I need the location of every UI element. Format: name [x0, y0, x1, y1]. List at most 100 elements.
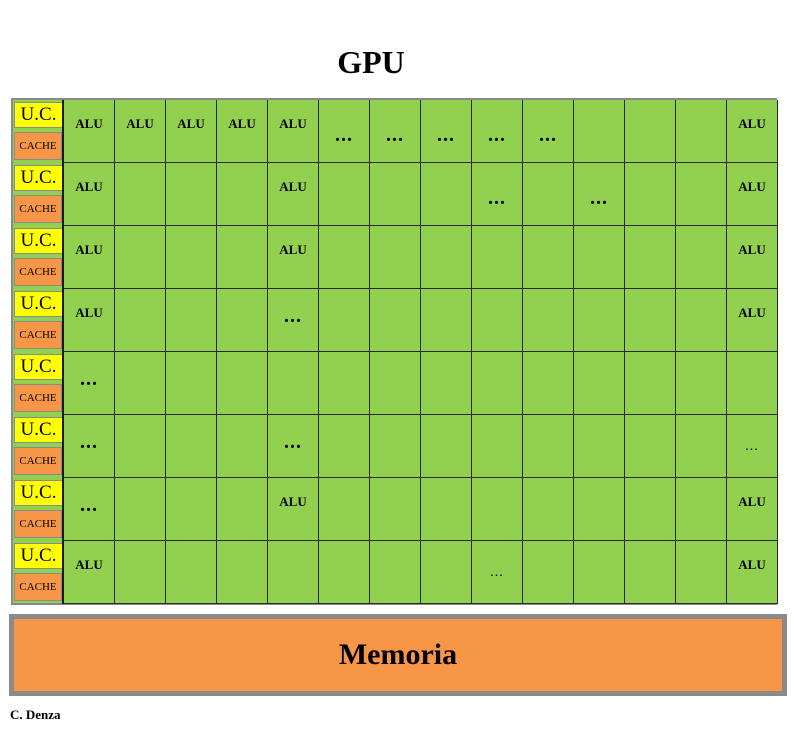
alu-cell: [523, 415, 574, 478]
alu-cell: [421, 352, 472, 415]
alu-cell: [523, 289, 574, 352]
alu-cell: [574, 352, 625, 415]
alu-cell: ...: [421, 100, 472, 163]
alu-cell: [625, 352, 676, 415]
alu-cell: [217, 541, 268, 604]
alu-cell: [625, 415, 676, 478]
alu-label: ALU: [279, 179, 307, 194]
alu-cell: [625, 541, 676, 604]
alu-cell: [166, 541, 217, 604]
alu-label: ALU: [279, 242, 307, 257]
alu-cell: [319, 163, 370, 226]
alu-cell: [370, 226, 421, 289]
alu-cell: [166, 289, 217, 352]
alu-cell: ALU: [64, 226, 115, 289]
control-unit-label: U.C.: [14, 543, 63, 569]
control-unit-label: U.C.: [14, 102, 63, 128]
row-divider-vertical: [62, 289, 65, 352]
multiprocessor-row: U.C. CACHE...: [13, 352, 778, 415]
alu-cell: [217, 289, 268, 352]
alu-cell: [625, 289, 676, 352]
alu-cell: [421, 478, 472, 541]
alu-label: ALU: [738, 116, 766, 131]
alu-cell: [319, 289, 370, 352]
alu-cell: [217, 163, 268, 226]
alu-cell: [676, 163, 727, 226]
alu-cell: [217, 226, 268, 289]
row-divider-vertical: [62, 352, 65, 415]
alu-label: ALU: [228, 116, 256, 131]
alu-cell: [574, 289, 625, 352]
alu-cell: ...: [64, 352, 115, 415]
alu-cell: [217, 415, 268, 478]
control-unit-label: U.C.: [14, 165, 63, 191]
alu-cell: [217, 478, 268, 541]
ellipsis-label: ...: [80, 494, 98, 516]
alu-label: ALU: [177, 116, 205, 131]
control-unit-block: U.C. CACHE: [13, 289, 65, 352]
multiprocessor-row: U.C. CACHE ALU ALU ALU: [13, 226, 778, 289]
gpu-title: GPU: [337, 44, 405, 80]
alu-cell: [625, 478, 676, 541]
alu-cell: [115, 163, 166, 226]
alu-cell: [166, 226, 217, 289]
control-unit-block: U.C. CACHE: [13, 541, 65, 604]
cache-label: CACHE: [14, 132, 62, 160]
alu-cell: ...: [370, 100, 421, 163]
alu-cell: [370, 289, 421, 352]
control-unit-block: U.C. CACHE: [13, 100, 65, 163]
alu-cell: [115, 478, 166, 541]
row-divider-vertical: [62, 226, 65, 289]
alu-label: ALU: [75, 305, 103, 320]
control-unit-label: U.C.: [14, 291, 63, 317]
multiprocessor-row: U.C. CACHE... ALU ALU: [13, 478, 778, 541]
ellipsis-label: ...: [284, 305, 302, 327]
alu-cell: [217, 352, 268, 415]
control-unit-block: U.C. CACHE: [13, 478, 65, 541]
alu-cell: [115, 289, 166, 352]
ellipsis-label: ...: [80, 431, 98, 453]
alu-label: ALU: [75, 557, 103, 572]
alu-cell: ALU: [64, 163, 115, 226]
alu-cell: ALU: [727, 541, 778, 604]
ellipsis-label: ...: [284, 431, 302, 453]
row-divider-vertical: [62, 415, 65, 478]
alu-cell: [523, 226, 574, 289]
alu-label: ALU: [279, 116, 307, 131]
multiprocessor-row: U.C. CACHE ALU... ALU: [13, 541, 778, 604]
alu-cell: [472, 478, 523, 541]
alu-cell: ...: [727, 415, 778, 478]
alu-cell: [625, 163, 676, 226]
alu-cell: ALU: [64, 289, 115, 352]
control-unit-label: U.C.: [14, 354, 63, 380]
alu-cell: [574, 541, 625, 604]
alu-label: ALU: [75, 179, 103, 194]
alu-cell: [574, 415, 625, 478]
row-divider-vertical: [62, 163, 65, 226]
cache-label: CACHE: [14, 384, 62, 412]
control-unit-block: U.C. CACHE: [13, 226, 65, 289]
alu-cell: ...: [64, 415, 115, 478]
alu-cell: [319, 415, 370, 478]
alu-cell: [523, 352, 574, 415]
alu-cell: [523, 163, 574, 226]
alu-cell: [676, 541, 727, 604]
alu-cell: [676, 415, 727, 478]
alu-cell: ALU: [268, 100, 319, 163]
row-divider-vertical: [62, 541, 65, 604]
alu-cell: [421, 226, 472, 289]
control-unit-block: U.C. CACHE: [13, 163, 65, 226]
alu-label: ALU: [738, 242, 766, 257]
cache-label: CACHE: [14, 573, 62, 601]
alu-cell: [319, 478, 370, 541]
alu-cell: [370, 478, 421, 541]
alu-label: ALU: [738, 557, 766, 572]
alu-cell: [676, 226, 727, 289]
multiprocessor-row: U.C. CACHE ALU ALU ALU ALU ALU............... A…: [13, 100, 778, 166]
alu-cell: [115, 415, 166, 478]
alu-cell: ...: [268, 415, 319, 478]
alu-cell: ALU: [727, 100, 778, 163]
memory-block: Memoria: [9, 614, 787, 696]
alu-cell: [574, 100, 625, 163]
alu-cell: ...: [268, 289, 319, 352]
